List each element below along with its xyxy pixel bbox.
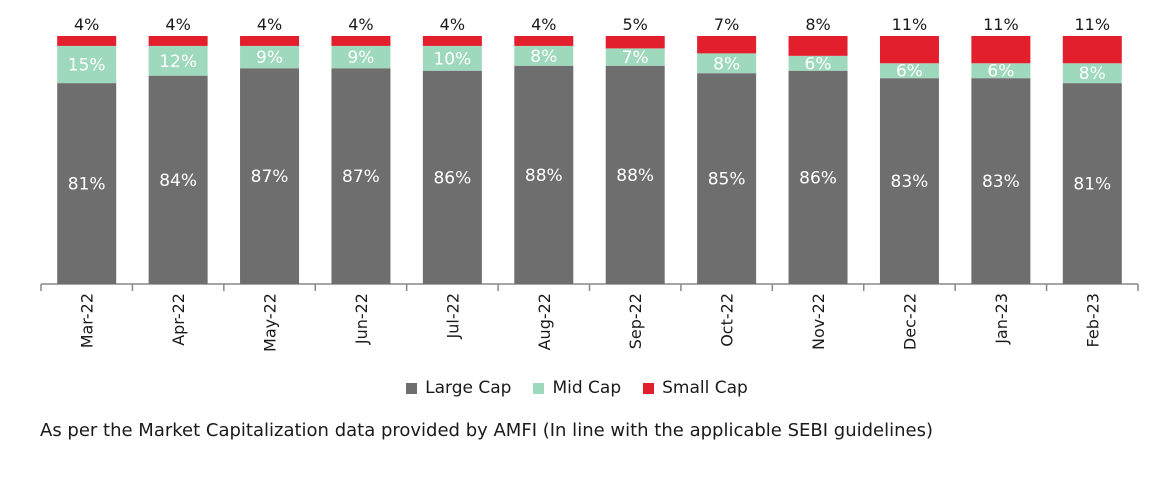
data-label: 6% [805,54,832,74]
x-tick-label: Dec-22 [900,293,919,350]
bar-small-cap [57,36,117,46]
data-label: 7% [622,48,649,68]
bar-mid-cap [57,45,117,84]
bar-mid-cap [148,45,208,76]
data-label: 4% [165,15,190,34]
data-label: 9% [347,48,374,68]
bar-large-cap [422,70,482,284]
x-tick-label: Oct-22 [718,293,737,347]
data-label: 4% [531,15,556,34]
data-label: 83% [891,172,929,192]
bar-small-cap [788,36,848,56]
bar-large-cap [879,78,939,284]
legend-label-large-cap: Large Cap [425,378,512,398]
bar-mid-cap [605,48,665,66]
bar-small-cap [697,36,757,54]
data-label: 85% [708,170,746,190]
chart-legend: Large Cap Mid Cap Small Cap [0,376,1154,400]
legend-swatch-small-cap [643,382,655,394]
bar-small-cap [605,36,665,49]
data-label: 87% [251,167,289,187]
bar-mid-cap [697,53,757,74]
data-label: 88% [525,166,563,186]
bar-large-cap [1062,83,1122,285]
data-label: 10% [433,49,471,69]
data-label: 11% [983,15,1019,34]
data-label: 4% [440,15,465,34]
stacked-bar-chart: 81% 15% 4% Mar-22 84% 12% 4% Apr-22 87% 9% 4% May-2… [40,15,1139,352]
data-label: 5% [623,15,648,34]
bar-mid-cap [788,55,848,71]
x-tick-label: Jun-22 [352,293,371,345]
bar-large-cap [605,65,665,284]
data-label: 8% [805,15,830,34]
x-tick-label: Jul-22 [443,293,462,339]
data-label: 8% [1079,64,1106,84]
bar-mid-cap [422,45,482,71]
bar-mid-cap [971,63,1031,79]
data-label: 86% [433,168,471,188]
data-label: 4% [348,15,373,34]
bar-small-cap [422,36,482,46]
bar-large-cap [971,78,1031,284]
x-tick-label: Feb-23 [1083,293,1102,347]
bar-mid-cap [879,63,939,79]
bar-small-cap [971,36,1031,64]
bar-mid-cap [1062,63,1122,84]
data-label: 81% [68,175,106,195]
legend-item-small-cap: Small Cap [643,378,748,398]
data-label: 86% [799,168,837,188]
bar-large-cap [697,73,757,284]
data-label: 15% [68,56,106,76]
legend-label-mid-cap: Mid Cap [552,378,622,398]
x-tick-label: Mar-22 [78,293,97,348]
data-label: 83% [982,172,1020,192]
data-label: 4% [74,15,99,34]
x-tick-label: Apr-22 [169,293,188,346]
data-label: 4% [257,15,282,34]
bar-large-cap [514,65,574,284]
data-label: 6% [896,62,923,82]
data-label: 7% [714,15,739,34]
data-label: 11% [892,15,928,34]
legend-label-small-cap: Small Cap [662,378,748,398]
data-label: 9% [256,48,283,68]
legend-swatch-large-cap [406,382,418,394]
x-tick-label: Sep-22 [626,293,645,349]
data-label: 6% [987,62,1014,82]
legend-item-large-cap: Large Cap [406,378,511,398]
data-label: 12% [159,52,197,72]
data-label: 81% [1073,175,1111,195]
legend-item-mid-cap: Mid Cap [533,378,621,398]
bar-mid-cap [514,45,574,66]
chart-footnote: As per the Market Capitalization data pr… [40,420,933,441]
data-label: 8% [530,47,557,67]
bar-small-cap [514,36,574,46]
bar-small-cap [148,36,208,46]
x-tick-label: Jan-23 [992,293,1011,345]
x-tick-label: Nov-22 [809,293,828,350]
bar-large-cap [148,75,208,285]
bar-small-cap [240,36,300,46]
bar-large-cap [788,70,848,284]
bar-small-cap [1062,36,1122,64]
data-label: 8% [713,54,740,74]
bar-small-cap [331,36,391,46]
bar-mid-cap [240,45,300,69]
data-label: 87% [342,167,380,187]
bar-large-cap [331,68,391,285]
bar-mid-cap [331,45,391,69]
bar-small-cap [879,36,939,64]
data-label: 84% [159,171,197,191]
data-label: 88% [616,166,654,186]
bar-large-cap [57,83,117,285]
x-tick-label: May-22 [261,293,280,352]
bar-large-cap [240,68,300,285]
legend-swatch-mid-cap [533,382,545,394]
data-label: 11% [1075,15,1111,34]
x-tick-label: Aug-22 [535,293,554,350]
